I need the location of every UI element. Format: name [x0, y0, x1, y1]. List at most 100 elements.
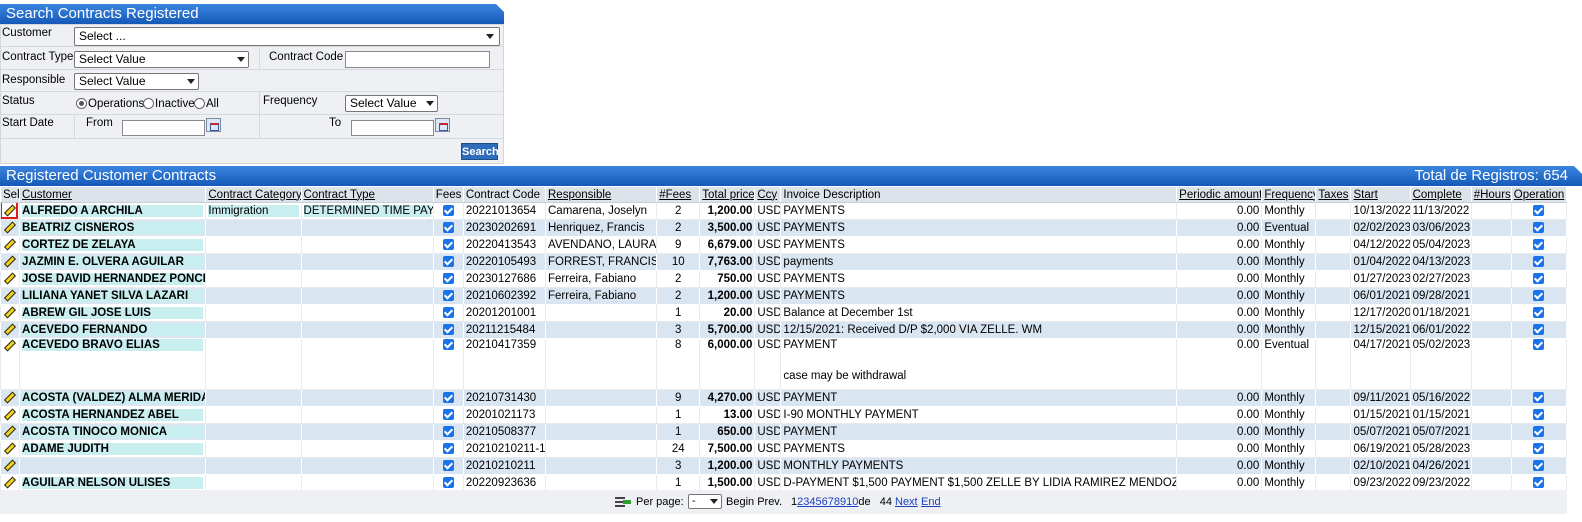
col-start[interactable]: Start — [1350, 186, 1411, 203]
fees-checkbox[interactable] — [442, 222, 454, 234]
fees-checkbox[interactable] — [442, 460, 454, 472]
col-hours[interactable]: #Hours — [1470, 186, 1512, 203]
table-row[interactable]: ACOSTA HERNANDEZ ABEL 20201021173 1 13.00 US… — [0, 406, 1568, 424]
fees-checkbox[interactable] — [442, 426, 454, 438]
fees-checkbox[interactable] — [442, 477, 454, 489]
calendar-icon[interactable] — [206, 118, 221, 132]
operation-checkbox[interactable] — [1533, 222, 1545, 234]
edit-pencil-icon[interactable] — [3, 221, 15, 233]
page-link[interactable]: 8 — [833, 496, 840, 508]
operation-checkbox[interactable] — [1533, 273, 1545, 285]
table-row[interactable]: JAZMIN E. OLVERA AGUILAR 20220105493 FORRE… — [0, 253, 1568, 271]
table-row[interactable]: JOSE DAVID HERNANDEZ PONCE 20230127686 Fer… — [0, 270, 1568, 288]
edit-pencil-icon[interactable] — [3, 459, 15, 471]
col-operation[interactable]: Operation — [1510, 186, 1568, 203]
edit-pencil-icon[interactable] — [3, 476, 15, 488]
col-contract-category[interactable]: Contract Category — [205, 186, 302, 203]
table-row[interactable]: BEATRIZ CISNEROS 20230202691 Henriquez, Fr… — [0, 219, 1568, 237]
table-row[interactable]: AGUILAR NELSON ULISES 20220923636 1 1,500.0… — [0, 474, 1568, 492]
page-link[interactable]: 7 — [827, 496, 834, 508]
edit-pencil-icon[interactable] — [3, 391, 15, 403]
edit-pencil-icon[interactable] — [3, 289, 15, 301]
edit-pencil-icon[interactable] — [3, 306, 15, 318]
col-num-fees[interactable]: #Fees — [656, 186, 701, 203]
table-row[interactable]: CORTEZ DE ZELAYA 20220413543 AVENDANO, LAU… — [0, 236, 1568, 254]
col-responsible[interactable]: Responsible — [544, 186, 658, 203]
status-all-radio[interactable] — [194, 98, 205, 109]
operation-checkbox[interactable] — [1533, 339, 1545, 351]
search-button[interactable]: Search — [461, 143, 499, 160]
per-page-select[interactable]: - — [688, 494, 722, 509]
table-row[interactable]: ALFREDO A ARCHILA Immigration DETERMINED T… — [0, 202, 1568, 220]
operation-checkbox[interactable] — [1533, 307, 1545, 319]
fees-checkbox[interactable] — [442, 273, 454, 285]
operation-checkbox[interactable] — [1533, 290, 1545, 302]
fees-checkbox[interactable] — [442, 339, 454, 351]
fees-checkbox[interactable] — [442, 443, 454, 455]
fees-checkbox[interactable] — [442, 409, 454, 421]
table-row[interactable]: 20210210211 3 1,200.00 USD MONTHLY PAYMENTS 0… — [0, 457, 1568, 475]
table-row[interactable]: ADAME JUDITH 20210210211-1 24 7,500.00 USD PA… — [0, 440, 1568, 458]
edit-pencil-icon[interactable] — [3, 442, 15, 454]
edit-pencil-icon[interactable] — [3, 238, 15, 250]
page-link[interactable]: 9 — [840, 496, 847, 508]
col-contract-type[interactable]: Contract Type — [300, 186, 434, 203]
page-link[interactable]: 3 — [803, 496, 810, 508]
col-ccy[interactable]: Ccy — [754, 186, 782, 203]
operation-checkbox[interactable] — [1533, 426, 1545, 438]
col-taxes[interactable]: Taxes — [1315, 186, 1352, 203]
operation-checkbox[interactable] — [1533, 460, 1545, 472]
customer-select[interactable]: Select ... — [74, 27, 500, 46]
fees-checkbox[interactable] — [442, 205, 454, 217]
fees-checkbox[interactable] — [442, 290, 454, 302]
fees-checkbox[interactable] — [442, 307, 454, 319]
complete-date: 04/26/2021 — [1409, 457, 1472, 475]
fees-checkbox[interactable] — [442, 239, 454, 251]
table-row[interactable]: ACEVEDO BRAVO ELIAS 20210417359 8 6,000.00 U… — [0, 338, 1568, 390]
page-link[interactable]: 5 — [815, 496, 822, 508]
status-operations-radio[interactable] — [76, 98, 87, 109]
contract-type-select[interactable]: Select Value — [74, 51, 249, 68]
calendar-icon[interactable] — [435, 118, 450, 132]
col-frequency[interactable]: Frequency — [1261, 186, 1317, 203]
status-inactive-radio[interactable] — [143, 98, 154, 109]
operation-checkbox[interactable] — [1533, 239, 1545, 251]
table-row[interactable]: ACEVEDO FERNANDO 20211215484 3 5,700.00 USD 1… — [0, 321, 1568, 339]
table-row[interactable]: ABREW GIL JOSE LUIS 20201201001 1 20.00 USD B… — [0, 304, 1568, 322]
page-link[interactable]: 6 — [821, 496, 828, 508]
next-link[interactable]: Next — [895, 496, 918, 508]
to-date-input[interactable] — [351, 120, 434, 136]
edit-pencil-icon[interactable] — [3, 425, 15, 437]
from-date-input[interactable] — [122, 120, 205, 136]
edit-pencil-icon[interactable] — [3, 255, 15, 267]
col-periodic-amount[interactable]: Periodic amount — [1176, 186, 1263, 203]
operation-checkbox[interactable] — [1533, 443, 1545, 455]
edit-pencil-icon[interactable] — [3, 323, 15, 335]
operation-checkbox[interactable] — [1533, 409, 1545, 421]
fees-checkbox[interactable] — [442, 324, 454, 336]
col-customer[interactable]: Customer — [19, 186, 207, 203]
responsible-select[interactable]: Select Value — [74, 73, 199, 90]
contract-code-input[interactable] — [345, 51, 490, 68]
col-total-price[interactable]: Total price — [699, 186, 756, 203]
fees-checkbox[interactable] — [442, 256, 454, 268]
end-link[interactable]: End — [921, 496, 941, 508]
edit-pencil-icon[interactable] — [3, 408, 15, 420]
operation-checkbox[interactable] — [1533, 392, 1545, 404]
operation-checkbox[interactable] — [1533, 324, 1545, 336]
col-complete[interactable]: Complete — [1409, 186, 1472, 203]
operation-checkbox[interactable] — [1533, 205, 1545, 217]
table-row[interactable]: LILIANA YANET SILVA LAZARI 20210602392 Fer… — [0, 287, 1568, 305]
operation-checkbox[interactable] — [1533, 256, 1545, 268]
fees-checkbox[interactable] — [442, 392, 454, 404]
edit-pencil-icon[interactable] — [1, 203, 18, 219]
table-row[interactable]: ACOSTA TINOCO MONICA 20210508377 1 650.00 US… — [0, 423, 1568, 441]
edit-pencil-icon[interactable] — [3, 272, 15, 284]
edit-pencil-icon[interactable] — [3, 340, 15, 352]
page-link[interactable]: 2 — [797, 496, 804, 508]
table-row[interactable]: ACOSTA (VALDEZ) ALMA MERIDA 20210731430 9 4… — [0, 389, 1568, 407]
operation-checkbox[interactable] — [1533, 477, 1545, 489]
frequency-select[interactable]: Select Value — [345, 95, 438, 112]
page-link[interactable]: 4 — [809, 496, 816, 508]
page-link[interactable]: 10 — [846, 496, 859, 508]
